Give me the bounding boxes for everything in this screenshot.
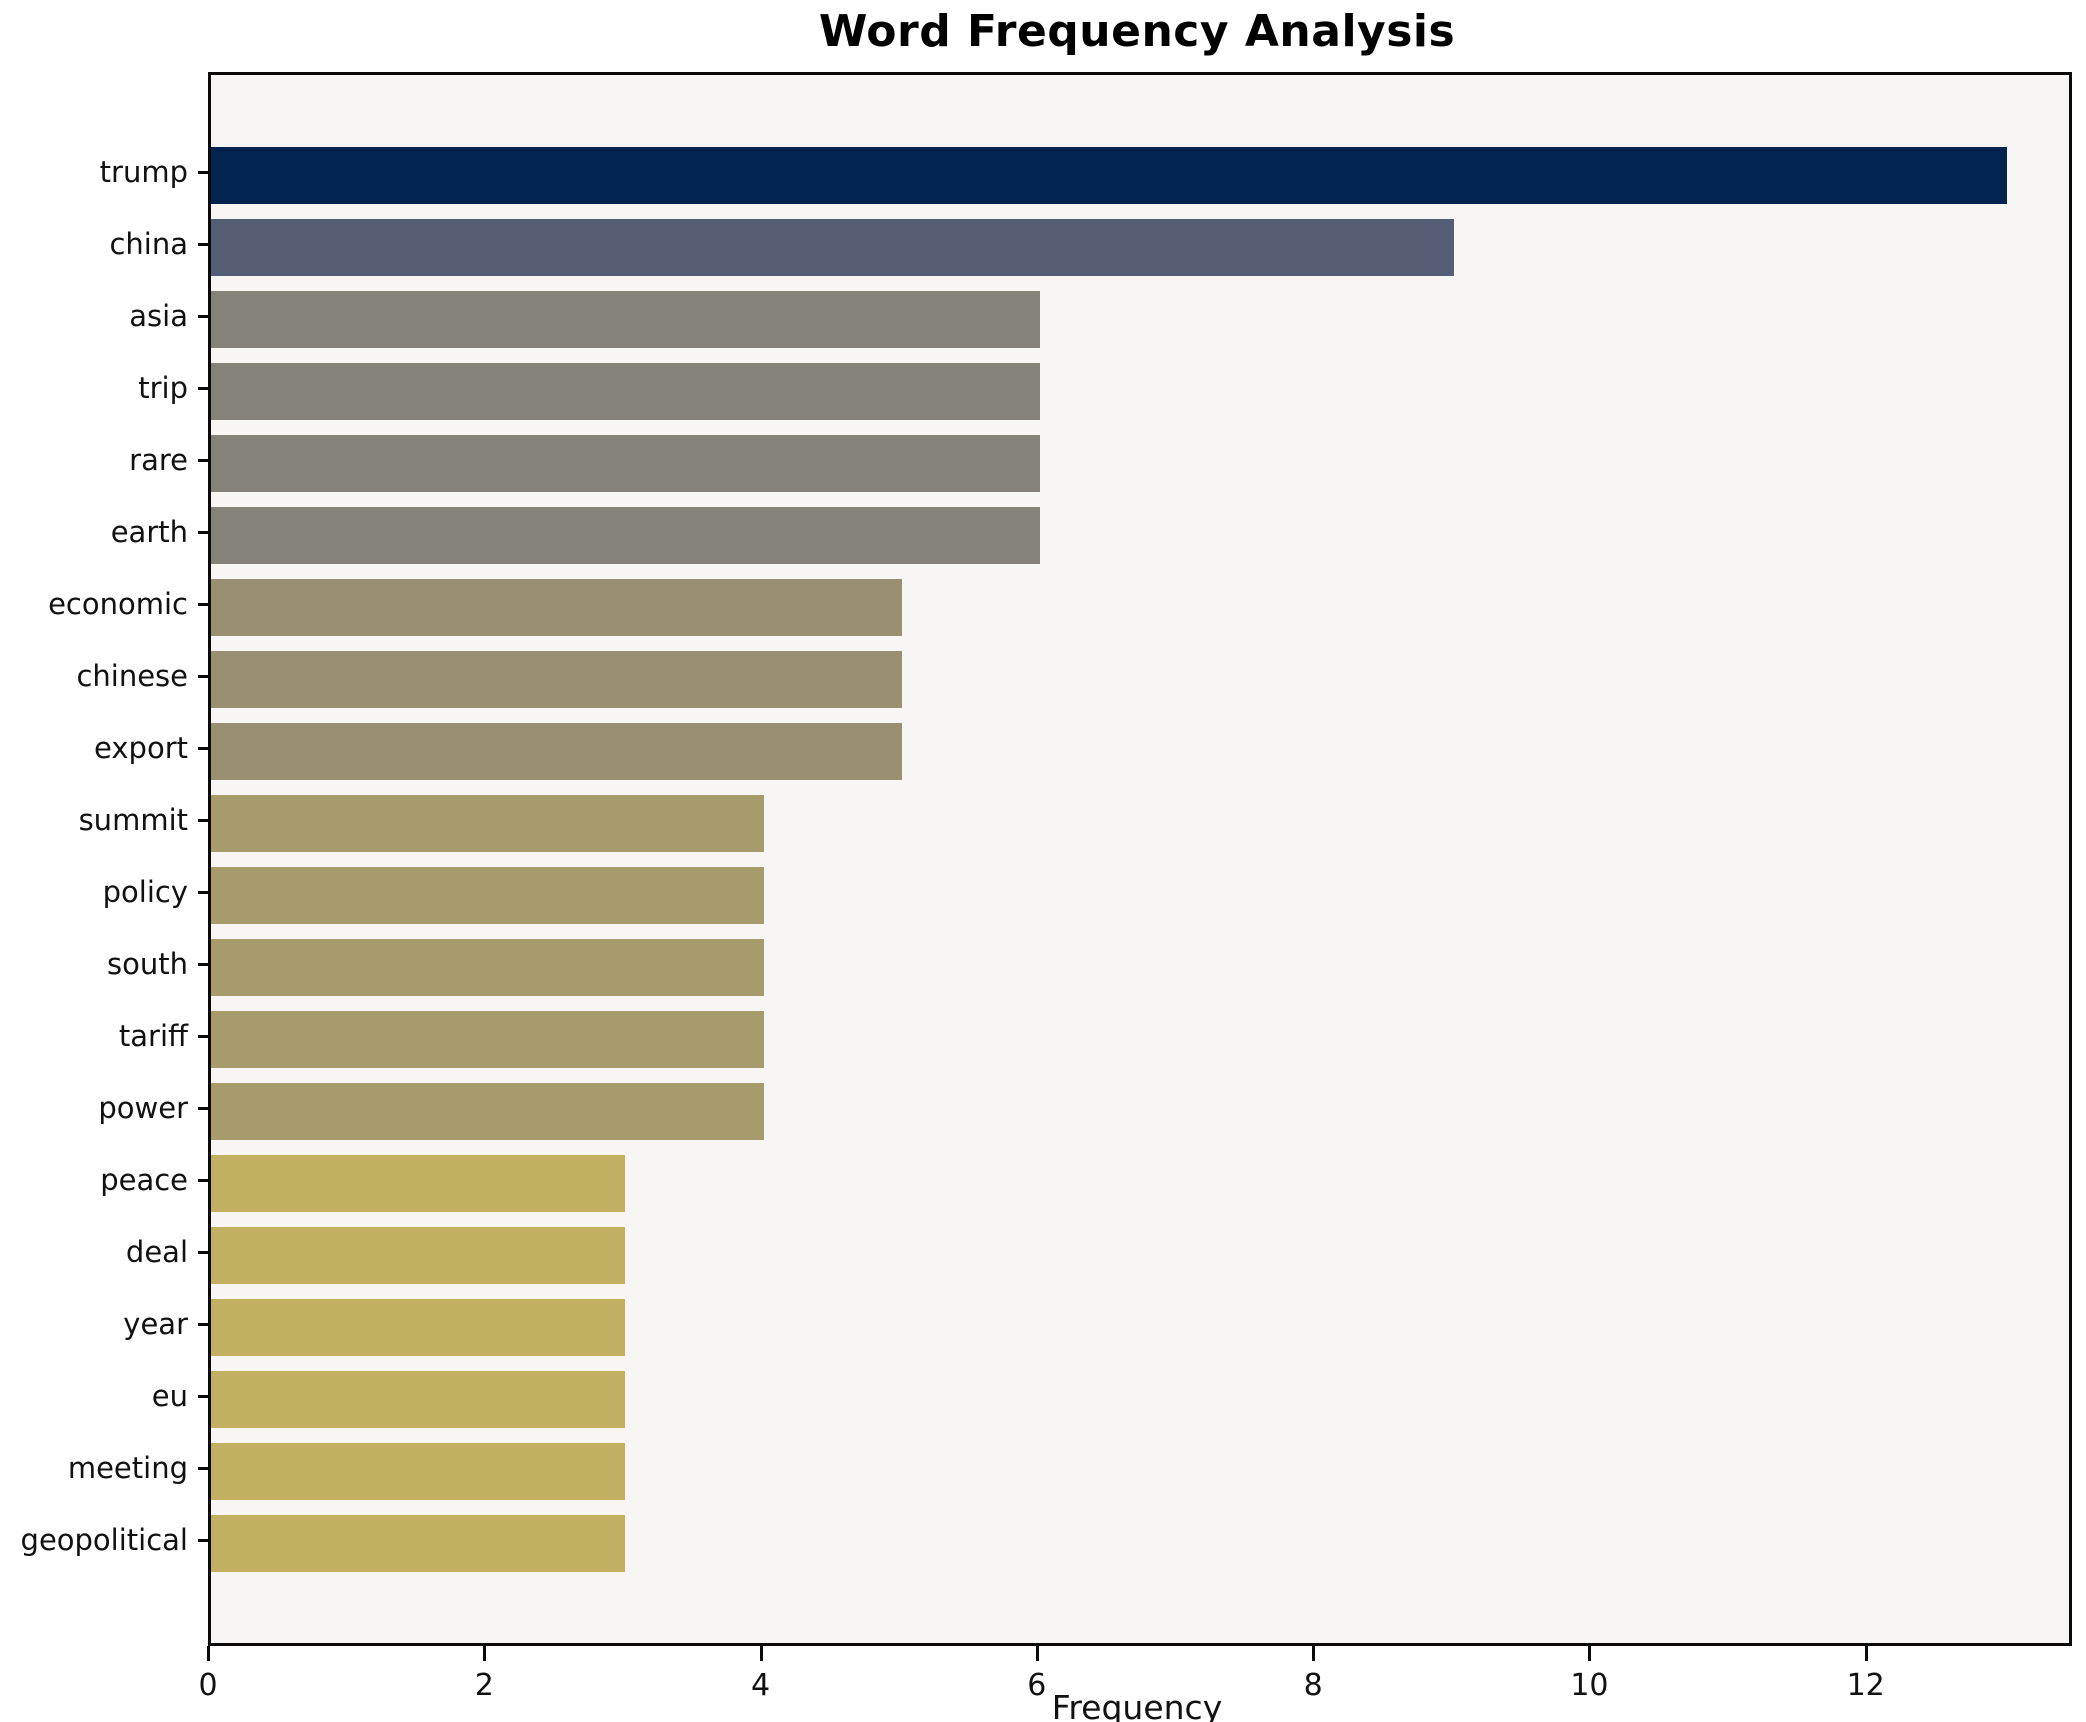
bar-geopolitical — [211, 1514, 626, 1572]
x-tick-mark — [1588, 1646, 1592, 1661]
x-tick-mark — [1035, 1646, 1039, 1661]
y-tick-mark — [198, 891, 208, 894]
bar-export — [211, 722, 902, 780]
y-tick-label-export: export — [94, 731, 188, 765]
bar-earth — [211, 506, 1040, 564]
bar-asia — [211, 290, 1040, 348]
x-tick-label-12: 12 — [1846, 1668, 1885, 1703]
y-tick-label-tariff: tariff — [118, 1019, 188, 1053]
bar-tariff — [211, 1010, 764, 1068]
y-tick-label-policy: policy — [102, 875, 188, 909]
y-tick-mark — [198, 603, 208, 606]
y-tick-mark — [198, 1251, 208, 1254]
y-tick-label-year: year — [123, 1307, 188, 1341]
y-tick-mark — [198, 1395, 208, 1398]
y-tick-mark — [198, 387, 208, 390]
y-tick-label-south: south — [107, 947, 188, 981]
y-tick-mark — [198, 1107, 208, 1110]
x-tick-label-4: 4 — [751, 1668, 771, 1703]
y-tick-mark — [198, 819, 208, 822]
bar-meeting — [211, 1442, 626, 1500]
y-tick-mark — [198, 1467, 208, 1470]
y-tick-mark — [198, 963, 208, 966]
bar-power — [211, 1082, 764, 1140]
x-tick-label-2: 2 — [474, 1668, 494, 1703]
bar-peace — [211, 1154, 626, 1212]
y-tick-label-meeting: meeting — [67, 1451, 188, 1485]
y-tick-label-asia: asia — [129, 299, 188, 333]
y-tick-label-power: power — [98, 1091, 188, 1125]
x-tick-label-6: 6 — [1027, 1668, 1047, 1703]
y-tick-label-chinese: chinese — [76, 659, 188, 693]
chart-title: Word Frequency Analysis — [818, 6, 1456, 57]
x-tick-mark — [1864, 1646, 1868, 1661]
y-tick-mark — [198, 459, 208, 462]
bar-deal — [211, 1226, 626, 1284]
x-tick-mark — [483, 1646, 487, 1661]
bar-summit — [211, 794, 764, 852]
y-tick-label-earth: earth — [110, 515, 188, 549]
bar-economic — [211, 578, 902, 636]
bar-policy — [211, 866, 764, 924]
x-tick-label-8: 8 — [1303, 1668, 1323, 1703]
y-tick-mark — [198, 315, 208, 318]
x-tick-label-0: 0 — [198, 1668, 218, 1703]
bar-eu — [211, 1370, 626, 1428]
y-tick-label-geopolitical: geopolitical — [20, 1523, 188, 1557]
x-tick-mark — [759, 1646, 763, 1661]
y-tick-mark — [198, 1179, 208, 1182]
y-tick-label-china: china — [109, 227, 188, 261]
y-tick-label-peace: peace — [100, 1163, 188, 1197]
x-tick-mark — [1312, 1646, 1316, 1661]
y-tick-label-eu: eu — [151, 1379, 188, 1413]
x-tick-label-10: 10 — [1570, 1668, 1609, 1703]
y-tick-mark — [198, 747, 208, 750]
bar-rare — [211, 434, 1040, 492]
y-tick-mark — [198, 171, 208, 174]
bar-south — [211, 938, 764, 996]
x-tick-mark — [207, 1646, 210, 1661]
y-tick-mark — [198, 1035, 208, 1038]
x-axis-label: Frequency — [1051, 1688, 1223, 1722]
bar-trip — [211, 362, 1040, 420]
axes — [208, 72, 2072, 1646]
bar-china — [211, 218, 1455, 276]
y-tick-label-trip: trip — [138, 371, 188, 405]
bar-year — [211, 1298, 626, 1356]
y-tick-mark — [198, 531, 208, 534]
y-tick-label-deal: deal — [125, 1235, 188, 1269]
y-tick-mark — [198, 243, 208, 246]
y-tick-label-rare: rare — [129, 443, 188, 477]
bar-trump — [211, 146, 2007, 204]
y-tick-label-trump: trump — [99, 155, 188, 189]
y-tick-mark — [198, 675, 208, 678]
bar-chinese — [211, 650, 902, 708]
y-tick-label-summit: summit — [78, 803, 188, 837]
y-tick-mark — [198, 1323, 208, 1326]
y-tick-label-economic: economic — [48, 587, 188, 621]
y-tick-mark — [198, 1539, 208, 1542]
